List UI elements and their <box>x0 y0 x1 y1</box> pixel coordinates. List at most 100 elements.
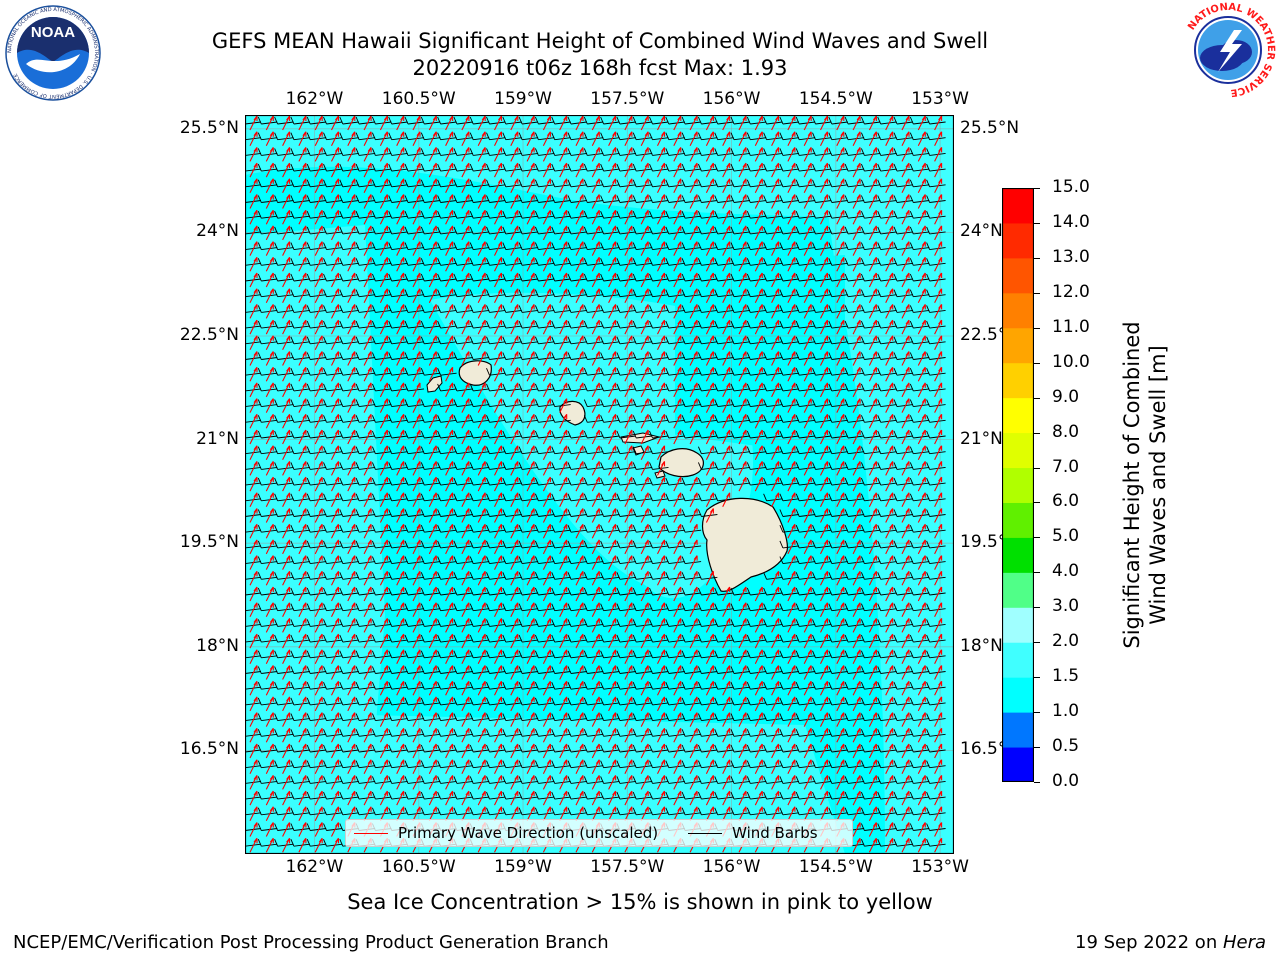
wave-direction-arrow <box>803 115 812 131</box>
colorbar-tick: 1.5 <box>1052 666 1080 687</box>
colorbar-tick: 7.0 <box>1052 456 1080 477</box>
wave-direction-arrow <box>836 178 845 194</box>
colorbar-tick: 1.0 <box>1052 701 1080 722</box>
legend-barb-line-icon <box>688 832 723 834</box>
wave-direction-arrow <box>396 147 405 162</box>
lon-tick-top: 157.5°W <box>590 89 665 109</box>
wave-direction-arrow <box>412 115 421 131</box>
wave-direction-arrow <box>591 256 600 272</box>
wave-direction-arrow <box>754 272 763 288</box>
wave-direction-arrow <box>494 209 503 225</box>
wave-direction-arrow <box>575 209 584 225</box>
wave-direction-arrow <box>803 178 812 194</box>
wave-direction-arrow <box>477 131 486 146</box>
wave-direction-arrow <box>640 209 649 225</box>
wave-direction-arrow <box>298 209 307 225</box>
wave-direction-arrow <box>868 115 877 131</box>
legend-item-barbs: Wind Barbs <box>688 824 818 842</box>
wave-direction-arrow <box>559 115 568 131</box>
wave-direction-arrow <box>542 194 551 209</box>
wave-direction-arrow <box>282 162 291 178</box>
wave-direction-arrow <box>901 194 910 209</box>
wave-direction-arrow <box>510 209 519 225</box>
wave-direction-arrow <box>803 225 812 241</box>
wave-direction-arrow <box>331 225 340 241</box>
wave-direction-arrow <box>298 256 307 272</box>
wave-direction-arrow <box>314 131 323 146</box>
wave-direction-arrow <box>249 241 258 256</box>
wave-direction-arrow <box>852 225 861 241</box>
colorbar-segment <box>1002 467 1034 503</box>
wave-direction-arrow <box>477 162 486 178</box>
wave-direction-arrow <box>542 131 551 146</box>
wave-direction-arrow <box>412 131 421 146</box>
wave-direction-arrow <box>510 272 519 288</box>
wave-direction-arrow <box>559 209 568 225</box>
colorbar-tick-mark <box>1034 782 1040 783</box>
colorbar-segment <box>1002 397 1034 434</box>
wave-direction-arrow <box>754 241 763 256</box>
wave-direction-arrow <box>901 241 910 256</box>
colorbar-tick: 11.0 <box>1052 316 1090 337</box>
wave-direction-arrow <box>852 209 861 225</box>
wave-direction-arrow <box>461 178 470 194</box>
wave-direction-arrow <box>803 241 812 256</box>
wave-direction-arrow <box>820 162 829 178</box>
colorbar-tick: 9.0 <box>1052 386 1080 407</box>
wave-direction-arrow <box>820 194 829 209</box>
wave-direction-arrow <box>591 147 600 162</box>
wave-direction-arrow <box>901 272 910 288</box>
lat-tick-left: 24°N <box>196 221 239 242</box>
wave-direction-arrow <box>901 115 910 131</box>
wave-direction-arrow <box>412 272 421 288</box>
wave-direction-arrow <box>575 178 584 194</box>
colorbar-tick-mark <box>1034 222 1040 224</box>
wave-direction-arrow <box>917 115 926 131</box>
wave-direction-arrow <box>820 178 829 194</box>
wave-direction-arrow <box>657 178 666 194</box>
wave-direction-arrow <box>754 162 763 178</box>
wave-direction-arrow <box>282 272 291 288</box>
wave-direction-arrow <box>689 147 698 162</box>
colorbar-segment <box>1002 188 1034 224</box>
wave-direction-arrow <box>608 225 617 241</box>
wave-direction-arrow <box>428 147 437 162</box>
wave-direction-arrow <box>836 194 845 209</box>
wave-direction-arrow <box>738 178 747 194</box>
colorbar-tick: 3.0 <box>1052 596 1080 617</box>
wave-direction-arrow <box>575 131 584 146</box>
wave-direction-arrow <box>787 162 796 178</box>
wave-direction-arrow <box>836 162 845 178</box>
wave-direction-arrow <box>640 256 649 272</box>
lat-tick-left: 25.5°N <box>179 117 239 138</box>
wave-direction-arrow <box>820 147 829 162</box>
colorbar-segment <box>1002 362 1034 399</box>
wave-direction-arrow <box>901 256 910 272</box>
colorbar-segment <box>1002 222 1034 259</box>
wave-direction-arrow <box>445 288 454 303</box>
colorbar-tick-mark <box>1034 257 1040 259</box>
wave-direction-arrow <box>705 178 714 194</box>
lon-tick-bottom: 160.5°W <box>381 857 456 877</box>
wave-direction-arrow <box>754 147 763 162</box>
wave-direction-arrow <box>917 241 926 256</box>
wave-direction-arrow <box>477 115 486 131</box>
wave-direction-arrow <box>771 256 780 272</box>
wave-direction-arrow <box>314 209 323 225</box>
wave-direction-arrow <box>379 272 388 288</box>
wave-direction-arrow <box>412 162 421 178</box>
lat-tick-left: 18°N <box>196 635 239 656</box>
wave-direction-arrow <box>640 147 649 162</box>
wave-direction-arrow <box>331 162 340 178</box>
wave-direction-arrow <box>526 225 535 241</box>
wave-direction-arrow <box>265 241 274 256</box>
wave-direction-arrow <box>477 288 486 303</box>
wave-direction-arrow <box>412 225 421 241</box>
wave-direction-arrow <box>673 209 682 225</box>
wave-direction-arrow <box>575 256 584 272</box>
wave-direction-arrow <box>363 288 372 303</box>
lon-tick-top: 154.5°W <box>798 89 873 109</box>
chart-subtitle: 20220916 t06z 168h fcst Max: 1.93 <box>412 56 788 80</box>
wave-direction-arrow <box>722 147 731 162</box>
wave-direction-arrow <box>852 256 861 272</box>
